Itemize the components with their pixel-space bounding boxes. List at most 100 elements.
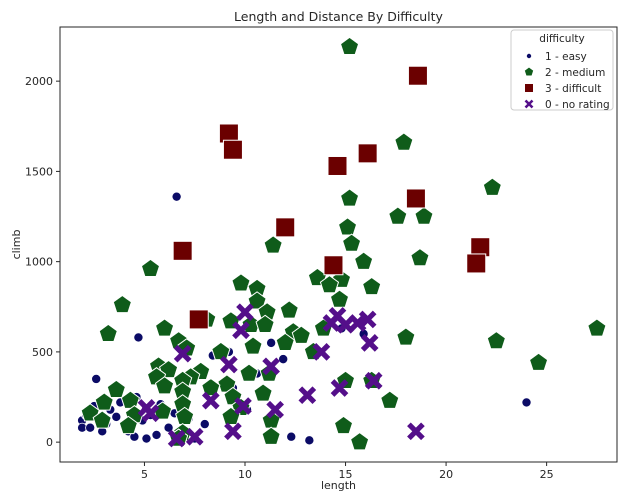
data-point <box>151 429 162 440</box>
data-point <box>407 422 425 441</box>
data-point <box>329 289 350 308</box>
data-point <box>167 429 186 448</box>
data-point <box>341 233 362 252</box>
data-point <box>279 300 299 319</box>
data-point <box>263 235 283 254</box>
y-tick-label: 1000 <box>25 256 53 269</box>
data-point <box>262 357 280 376</box>
data-point <box>222 139 243 160</box>
legend-marker <box>524 83 534 93</box>
data-point <box>111 411 122 422</box>
data-point <box>322 314 341 332</box>
data-point <box>220 355 238 374</box>
y-tick-label: 500 <box>32 346 53 359</box>
data-point <box>85 422 96 433</box>
data-point <box>337 217 358 236</box>
data-point <box>410 247 430 267</box>
legend-marker <box>523 66 535 77</box>
data-point <box>173 344 192 363</box>
data-point <box>327 155 348 176</box>
legend-label: 2 - medium <box>545 67 605 79</box>
legend-box <box>510 29 614 111</box>
series-3 <box>137 303 425 448</box>
data-point <box>211 341 231 361</box>
data-point <box>364 371 383 390</box>
data-point <box>261 426 281 445</box>
y-tick-label: 2000 <box>25 75 53 88</box>
data-point <box>253 383 273 402</box>
data-point <box>394 132 414 151</box>
data-point <box>91 373 102 384</box>
data-marks <box>77 36 607 451</box>
legend-label: 3 - difficult <box>545 83 601 95</box>
data-point <box>339 36 360 56</box>
data-point <box>188 309 209 330</box>
y-tick-label: 1500 <box>25 165 53 178</box>
data-point <box>354 251 374 270</box>
data-point <box>275 332 295 352</box>
data-point <box>333 415 354 435</box>
data-point <box>133 332 144 343</box>
data-point <box>362 276 382 296</box>
data-point <box>185 427 204 446</box>
data-point <box>405 188 426 209</box>
data-point <box>201 391 220 410</box>
y-axis-label: climb <box>10 230 23 260</box>
data-point <box>243 336 263 355</box>
x-axis-label: length <box>321 479 356 492</box>
legend-marker <box>524 99 534 109</box>
data-point <box>521 397 532 408</box>
legend-label: 1 - easy <box>545 51 587 63</box>
x-tick-label: 5 <box>141 468 148 481</box>
chart-title: Length and Distance By Difficulty <box>234 9 444 24</box>
data-point <box>154 318 175 337</box>
data-point <box>201 377 221 397</box>
data-point <box>587 318 607 337</box>
data-point <box>163 422 174 433</box>
data-point <box>141 433 152 444</box>
data-point <box>118 415 138 435</box>
data-point <box>140 258 161 278</box>
series-2 <box>172 65 491 330</box>
data-point <box>330 379 349 397</box>
data-point <box>323 255 344 276</box>
data-point <box>339 188 360 207</box>
data-point <box>239 363 259 382</box>
data-point <box>234 397 252 415</box>
data-point <box>112 294 132 314</box>
data-point <box>486 330 506 350</box>
legend-item: 0 - no rating <box>524 99 610 111</box>
legend-title: difficulty <box>539 33 584 45</box>
data-point <box>231 273 251 292</box>
data-point <box>312 343 331 361</box>
legend-item: 3 - difficult <box>524 83 601 95</box>
legend-label: 0 - no rating <box>545 99 610 111</box>
data-point <box>380 390 400 409</box>
data-point <box>94 392 114 411</box>
data-point <box>319 274 340 294</box>
y-tick-label: 0 <box>46 436 53 449</box>
x-axis: 5 10 15 20 25 <box>141 462 554 481</box>
x-tick-label: 15 <box>339 468 353 481</box>
data-point <box>154 376 175 395</box>
data-point <box>358 310 377 329</box>
data-point <box>172 240 193 261</box>
x-tick-label: 25 <box>540 468 554 481</box>
data-point <box>396 327 416 346</box>
data-point <box>266 400 284 419</box>
data-point <box>414 206 434 225</box>
legend: difficulty 1 - easy 2 - medium 3 - difficu… <box>510 29 614 111</box>
data-point <box>528 352 549 371</box>
data-point <box>199 419 210 430</box>
plot-frame <box>59 26 618 463</box>
x-tick-label: 20 <box>439 468 453 481</box>
data-point <box>255 314 275 334</box>
data-point <box>278 354 289 365</box>
data-point <box>171 191 182 202</box>
data-point <box>247 291 267 310</box>
data-point <box>349 432 370 451</box>
data-point <box>106 379 126 398</box>
legend-item: 2 - medium <box>523 66 605 79</box>
data-point <box>388 206 408 225</box>
